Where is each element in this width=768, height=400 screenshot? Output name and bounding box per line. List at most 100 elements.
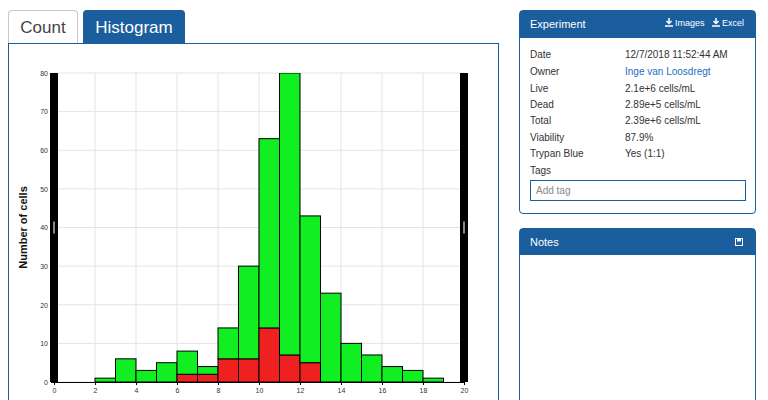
tick-label: 60	[40, 147, 48, 154]
tick: 8	[217, 382, 221, 394]
tick-mark	[464, 382, 465, 385]
row-value: 2.1e+6 cells/mL	[625, 83, 695, 94]
tick: 18	[420, 382, 428, 394]
tick-label: 10	[256, 387, 264, 394]
tick-label: 0	[53, 387, 57, 394]
tick-mark	[259, 382, 260, 385]
experiment-panel: Experiment Images Excel Date 12/7/2018 11:52…	[519, 10, 756, 214]
download-icon	[665, 18, 673, 27]
y-axis-title: Number of cells	[17, 186, 29, 269]
download-button[interactable]: Excel	[712, 18, 744, 28]
tick-mark	[218, 382, 219, 385]
tick-label: 14	[338, 387, 346, 394]
tab[interactable]: Count	[8, 10, 78, 44]
tick-mark	[51, 382, 54, 383]
bar	[321, 293, 342, 382]
tick: 0	[53, 382, 57, 394]
tick-mark	[300, 382, 301, 385]
panel-header: Notes	[520, 229, 755, 255]
save-icon[interactable]	[735, 238, 743, 246]
bar	[116, 359, 137, 382]
tick: 2	[94, 382, 98, 394]
row-label: Tags	[530, 165, 551, 176]
bar	[136, 370, 157, 382]
bar	[423, 378, 444, 382]
tick-mark	[341, 382, 342, 385]
row-value: 87.9%	[625, 132, 653, 143]
row-label: Live	[530, 83, 548, 94]
tick-label: 16	[379, 387, 387, 394]
bar	[157, 363, 178, 382]
tick-mark	[54, 382, 55, 385]
histogram-chart: 0102030405060708002468101214161820Number…	[9, 44, 497, 400]
row-label: Trypan Blue	[530, 148, 584, 159]
tick-mark	[136, 382, 137, 385]
row-label: Total	[530, 115, 551, 126]
row-value: 2.89e+5 cells/mL	[625, 99, 701, 110]
tick-label: 20	[461, 387, 469, 394]
tick-label: 40	[40, 224, 48, 231]
panel-title: Notes	[530, 236, 559, 248]
tick: 4	[135, 382, 139, 394]
tick-label: 2	[94, 387, 98, 394]
bar	[259, 139, 280, 328]
row-value: Yes (1:1)	[625, 148, 665, 159]
bar	[341, 343, 362, 382]
bar	[95, 378, 116, 382]
tick-label: 4	[135, 387, 139, 394]
tick-mark	[423, 382, 424, 385]
bar	[362, 355, 383, 382]
bar	[177, 351, 198, 374]
button-label[interactable]: Excel	[722, 18, 744, 28]
row-value: 12/7/2018 11:52:44 AM	[625, 49, 728, 60]
grid-line	[54, 73, 464, 74]
tick-mark	[382, 382, 383, 385]
download-icon	[712, 18, 720, 27]
bar	[198, 367, 219, 375]
grid-line	[54, 111, 464, 112]
row-label: Viability	[530, 132, 564, 143]
owner-link[interactable]: Inge van Loosdregt	[625, 66, 711, 77]
range-handle[interactable]	[460, 73, 468, 382]
tick-label: 6	[176, 387, 180, 394]
row-label: Date	[530, 49, 551, 60]
handle-grip	[53, 222, 55, 234]
bar	[300, 216, 321, 363]
x-axis: 02468101214161820	[53, 382, 469, 394]
tab[interactable]: Histogram	[83, 10, 185, 44]
tick: 14	[338, 382, 346, 394]
notes-panel: Notes	[519, 228, 756, 400]
bar	[403, 370, 424, 382]
bar	[280, 355, 301, 382]
row-label: Owner	[530, 66, 559, 77]
tick-label: 20	[40, 301, 48, 308]
bar	[218, 359, 239, 382]
bar	[198, 374, 219, 382]
tick: 6	[176, 382, 180, 394]
handle-grip	[463, 222, 465, 234]
bar	[382, 367, 403, 382]
range-handle[interactable]	[50, 73, 58, 382]
axis-line	[55, 383, 465, 386]
panel-header: Experiment Images Excel	[520, 11, 755, 38]
bar	[239, 266, 260, 359]
bar	[177, 374, 198, 382]
tag-input[interactable]: Add tag	[530, 180, 746, 201]
button-label[interactable]: Images	[675, 18, 705, 28]
tick: 16	[379, 382, 387, 394]
panel-title: Experiment	[530, 18, 586, 30]
tick-label: 80	[40, 70, 48, 77]
tick-label: 8	[217, 387, 221, 394]
bar	[300, 363, 321, 382]
tick-mark	[95, 382, 96, 385]
bars	[95, 73, 444, 382]
tick: 20	[461, 382, 469, 394]
row-value: 2.39e+6 cells/mL	[625, 115, 701, 126]
row-label: Dead	[530, 99, 554, 110]
bar	[280, 73, 301, 355]
download-button[interactable]: Images	[665, 18, 705, 28]
bar	[259, 328, 280, 382]
tick-label: 50	[40, 186, 48, 193]
tick-label: 30	[40, 263, 48, 270]
tick-label: 70	[40, 108, 48, 115]
